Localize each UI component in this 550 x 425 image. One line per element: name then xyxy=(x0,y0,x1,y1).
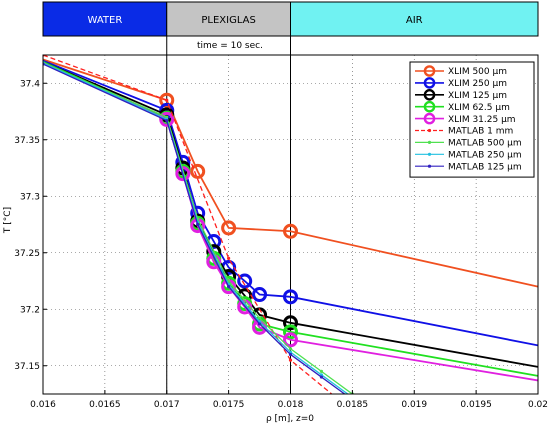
y-tick-label: 37.35 xyxy=(14,136,40,146)
y-tick-label: 37.25 xyxy=(14,249,40,259)
y-tick-labels: 37.15 37.2 37.25 37.3 37.35 37.4 xyxy=(14,79,47,372)
series-line xyxy=(43,58,538,288)
series-8 xyxy=(43,62,346,394)
region-label: AIR xyxy=(406,15,423,26)
x-tick-label: 0.0185 xyxy=(337,400,369,410)
legend-marker xyxy=(427,152,432,156)
legend-label: MATLAB 500 µm xyxy=(448,139,522,149)
region-air xyxy=(290,1,539,37)
y-tick-label: 37.2 xyxy=(20,305,40,315)
legend-item: MATLAB 500 µm xyxy=(415,139,522,149)
x-tick-label: 0.02 xyxy=(528,400,548,410)
legend-item: XLIM 250 µm xyxy=(415,77,507,89)
data-point xyxy=(159,92,175,108)
legend-box xyxy=(409,61,535,178)
legend-label: MATLAB 250 µm xyxy=(448,151,522,161)
data-point xyxy=(237,273,253,289)
legend-item: XLIM 500 µm xyxy=(415,65,507,77)
legend-label: XLIM 250 µm xyxy=(448,79,507,89)
data-point xyxy=(319,375,324,379)
data-point xyxy=(288,347,293,351)
series-line xyxy=(43,63,346,394)
data-point xyxy=(196,222,200,227)
x-tick-label: 0.0165 xyxy=(89,400,121,410)
data-point xyxy=(227,256,231,260)
region-plexiglas xyxy=(166,1,291,37)
data-point xyxy=(159,111,175,127)
legend-label: XLIM 125 µm xyxy=(448,91,507,101)
legend-marker xyxy=(423,77,436,89)
legend-marker xyxy=(427,128,432,133)
material-region-bar: WATER PLEXIGLAS AIR xyxy=(42,1,539,37)
legend-label: XLIM 62.5 µm xyxy=(448,103,510,113)
data-point xyxy=(257,322,262,326)
data-series xyxy=(43,55,538,399)
legend-label: XLIM 500 µm xyxy=(448,67,507,77)
series-5 xyxy=(43,55,333,394)
data-point xyxy=(283,315,298,331)
legend-marker xyxy=(423,65,436,77)
legend-marker xyxy=(423,100,436,113)
data-point xyxy=(190,163,206,179)
legend-item: XLIM 62.5 µm xyxy=(415,100,510,113)
legend-marker xyxy=(423,89,436,101)
legend-label: XLIM 31.25 µm xyxy=(448,115,516,125)
series-0 xyxy=(43,58,538,288)
data-point xyxy=(283,332,298,348)
data-point xyxy=(288,358,293,362)
legend-item: MATLAB 1 mm xyxy=(415,127,513,137)
series-line xyxy=(43,59,538,347)
region-water xyxy=(42,1,168,37)
x-axis-title: ρ [m], z=0 xyxy=(266,414,314,424)
legend-item: MATLAB 250 µm xyxy=(415,151,522,161)
x-tick-label: 0.019 xyxy=(401,400,427,410)
series-6 xyxy=(43,61,354,394)
x-tick-label: 0.016 xyxy=(30,400,56,410)
chart-legend: XLIM 500 µm XLIM 250 µm XLIM 125 µm XLIM 62… xyxy=(409,61,535,178)
x-tick-label: 0.0175 xyxy=(213,400,245,410)
data-point xyxy=(283,223,298,239)
data-point xyxy=(283,324,298,340)
legend-item: XLIM 31.25 µm xyxy=(415,112,516,125)
x-tick-label: 0.0195 xyxy=(460,400,492,410)
data-point xyxy=(257,316,262,320)
data-point xyxy=(283,289,298,305)
x-tick-labels: 0.016 0.0165 0.017 0.0175 0.018 0.0185 0.019 0.… xyxy=(30,390,548,410)
data-point xyxy=(165,115,169,119)
y-tick-label: 37.15 xyxy=(14,362,40,372)
data-point xyxy=(319,373,324,377)
legend-label: MATLAB 125 µm xyxy=(448,162,522,172)
data-point xyxy=(252,287,268,303)
data-point xyxy=(319,369,324,373)
x-tick-label: 0.017 xyxy=(154,400,180,410)
region-label: PLEXIGLAS xyxy=(201,15,255,26)
data-point xyxy=(165,118,169,123)
legend-marker xyxy=(423,112,436,125)
legend-marker xyxy=(427,164,432,168)
data-point xyxy=(175,166,191,182)
data-point xyxy=(221,220,237,236)
data-point xyxy=(227,285,231,289)
legend-marker xyxy=(427,140,432,144)
region-label: WATER xyxy=(87,15,122,26)
chart-title: time = 10 sec. xyxy=(197,41,263,51)
y-axis-title: T [°C] xyxy=(3,207,13,234)
data-point xyxy=(288,352,293,357)
data-point xyxy=(351,396,354,399)
x-tick-label: 0.018 xyxy=(278,400,304,410)
y-tick-label: 37.3 xyxy=(20,192,40,202)
legend-label: MATLAB 1 mm xyxy=(448,127,513,137)
data-point xyxy=(165,98,169,102)
y-tick-label: 37.4 xyxy=(20,79,40,89)
legend-item: XLIM 125 µm xyxy=(415,89,507,101)
series-line xyxy=(43,62,353,394)
legend-item: MATLAB 125 µm xyxy=(415,162,522,172)
